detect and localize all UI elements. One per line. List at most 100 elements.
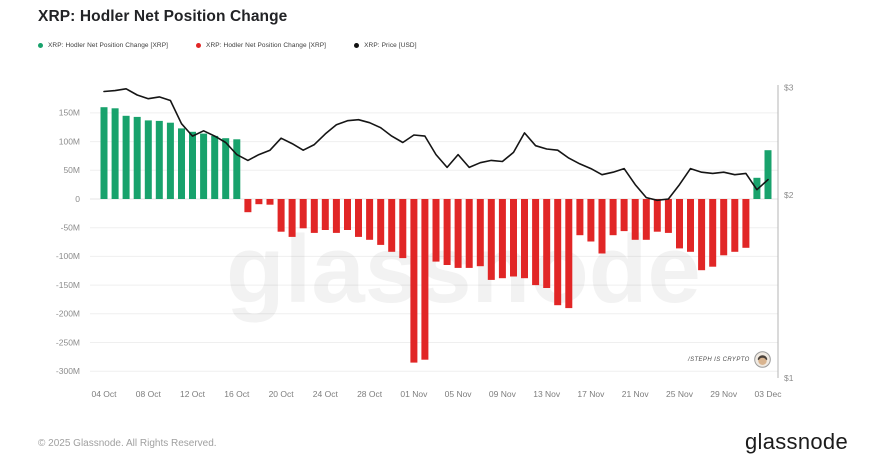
bar-17 Oct[interactable] [244,199,252,213]
bar-15 Oct[interactable] [222,138,230,199]
legend-item-hodler-negative[interactable]: XRP: Hodler Net Position Change [XRP] [196,42,326,49]
bar-29 Oct[interactable] [377,199,385,245]
bar-30 Nov[interactable] [731,199,739,252]
bar-18 Nov[interactable] [598,199,606,254]
right-axis-tick: $2 [784,190,794,200]
chart-title: XRP: Hodler Net Position Change [38,8,288,25]
x-axis-tick: 21 Nov [622,389,650,399]
bar-10 Nov[interactable] [510,199,517,277]
bar-19 Oct[interactable] [266,199,274,205]
bar-24 Oct[interactable] [321,199,329,230]
legend-label: XRP: Hodler Net Position Change [XRP] [48,42,169,49]
x-axis-tick: 05 Nov [445,389,473,399]
x-axis-tick: 17 Nov [577,389,605,399]
bar-02 Nov[interactable] [421,199,429,360]
bar-19 Nov[interactable] [609,199,617,236]
chart-canvas[interactable]: glassnode 150M 100M 50M 0 -50M -100M -150M -200M… [0,0,870,412]
bar-17 Nov[interactable] [587,199,595,242]
bar-16 Oct[interactable] [233,139,241,199]
bar-03 Dec[interactable] [764,150,772,199]
bar-20 Nov[interactable] [620,199,628,232]
bar-06 Nov[interactable] [465,199,473,268]
bar-11 Nov[interactable] [521,199,528,279]
left-axis-tick: 100M [59,136,80,146]
red-dot-icon [196,43,202,48]
bar-22 Oct[interactable] [299,199,307,229]
bar-11 Oct[interactable] [178,128,185,199]
x-axis-tick: 16 Oct [224,389,250,399]
bar-12 Nov[interactable] [532,199,540,286]
bar-01 Nov[interactable] [410,199,418,363]
bar-24 Nov[interactable] [664,199,672,233]
x-axis-tick: 01 Nov [400,389,428,399]
x-axis-tick: 09 Nov [489,389,517,399]
bar-31 Oct[interactable] [399,199,407,259]
bar-21 Nov[interactable] [631,199,639,240]
bar-03 Nov[interactable] [432,199,440,262]
right-axis-tick: $3 [784,83,794,93]
x-axis-tick: 03 Dec [755,389,783,399]
left-axis-tick: -200M [56,309,80,319]
bar-27 Oct[interactable] [355,199,362,237]
x-axis-tick: 13 Nov [533,389,561,399]
bar-29 Nov[interactable] [720,199,728,256]
legend-item-hodler-positive[interactable]: XRP: Hodler Net Position Change [XRP] [38,42,168,49]
bar-12 Oct[interactable] [189,131,196,199]
bar-27 Nov[interactable] [698,199,706,271]
bar-30 Oct[interactable] [388,199,396,252]
green-dot-icon [38,43,43,48]
bar-07 Oct[interactable] [133,116,141,199]
bar-14 Oct[interactable] [211,135,219,199]
attribution-handle: /STEPH IS CRYPTO [688,356,750,363]
brand-wordmark: glassnode [745,429,848,454]
x-axis-tick: 24 Oct [313,389,339,399]
left-axis-tick: -50M [61,223,80,233]
bar-21 Oct[interactable] [288,199,296,237]
bar-23 Nov[interactable] [653,199,661,232]
bar-20 Oct[interactable] [277,199,285,232]
bar-09 Nov[interactable] [498,199,506,279]
bar-14 Nov[interactable] [554,199,562,306]
left-axis-tick: 0 [75,194,80,204]
bar-09 Oct[interactable] [155,120,163,199]
left-axis-tick: -100M [56,251,80,261]
left-axis-tick: -300M [56,366,80,376]
attribution-badge: /STEPH IS CRYPTO [688,351,771,368]
bar-01 Dec[interactable] [742,199,750,248]
bar-07 Nov[interactable] [476,199,484,267]
left-axis-tick: 50M [63,165,80,175]
avatar-icon [753,351,771,368]
bar-10 Oct[interactable] [166,122,174,199]
bar-22 Nov[interactable] [642,199,650,240]
x-axis-tick: 20 Oct [269,389,295,399]
bar-26 Oct[interactable] [344,199,351,230]
left-axis-tick: 150M [59,108,80,118]
x-axis-tick: 12 Oct [180,389,206,399]
bar-18 Oct[interactable] [255,199,263,205]
bar-04 Nov[interactable] [443,199,451,265]
left-axis-tick: -150M [56,280,80,290]
bar-08 Oct[interactable] [144,120,152,199]
bar-04 Oct[interactable] [100,107,108,199]
bar-16 Nov[interactable] [576,199,584,236]
bar-23 Oct[interactable] [310,199,318,233]
bar-25 Oct[interactable] [332,199,340,233]
left-axis-tick: -250M [56,337,80,347]
bar-13 Nov[interactable] [543,199,551,288]
legend: XRP: Hodler Net Position Change [XRP] XR… [38,42,417,49]
bar-13 Oct[interactable] [200,133,208,199]
bar-26 Nov[interactable] [687,199,694,252]
bar-28 Oct[interactable] [366,199,374,240]
bar-08 Nov[interactable] [487,199,495,280]
bar-25 Nov[interactable] [676,199,683,249]
legend-label: XRP: Price [USD] [364,42,417,49]
bar-05 Oct[interactable] [111,108,119,199]
bar-06 Oct[interactable] [122,115,130,199]
legend-item-price[interactable]: XRP: Price [USD] [354,42,417,49]
bar-05 Nov[interactable] [454,199,462,268]
bar-15 Nov[interactable] [565,199,573,309]
price-line[interactable] [103,88,769,202]
bar-28 Nov[interactable] [709,199,717,267]
right-axis-tick: $1 [784,373,794,383]
x-axis-tick: 29 Nov [710,389,738,399]
